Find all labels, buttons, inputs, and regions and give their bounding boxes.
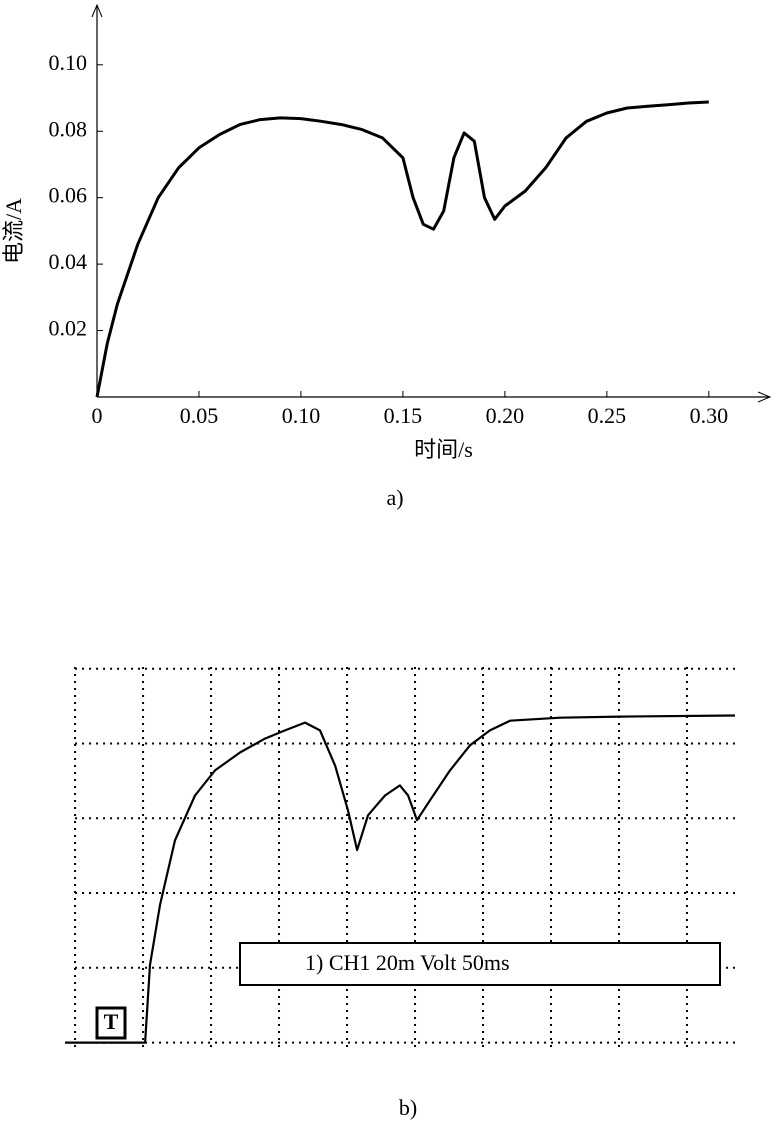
y-tick-label: 0.06 [49, 183, 88, 208]
x-tick-label: 0.15 [384, 403, 423, 428]
data-line [95, 100, 709, 398]
trigger-label: T [104, 1009, 119, 1034]
annotation: 1) CH1 20m Volt 50ms [305, 950, 510, 975]
x-axis-label: 时间/s [414, 437, 473, 462]
trigger-box [95, 1006, 127, 1040]
x-tick-label: 0.05 [180, 403, 219, 428]
annotation-box [239, 942, 721, 986]
x-arrow [757, 391, 772, 403]
y-axis-label: 电流/A [1, 198, 26, 264]
y-tick-label: 0.10 [49, 50, 88, 75]
x-tick-label: 0.25 [588, 403, 627, 428]
caption: a) [386, 485, 403, 510]
x-tick-label: 0 [92, 403, 103, 428]
data-line [65, 714, 736, 1044]
y-tick-label: 0.02 [49, 316, 88, 341]
y-arrow [91, 3, 103, 18]
y-tick-label: 0.04 [49, 249, 88, 274]
caption: b) [399, 1095, 417, 1120]
y-tick-label: 0.08 [49, 116, 88, 141]
x-tick-label: 0.20 [486, 403, 525, 428]
x-tick-label: 0.10 [282, 403, 321, 428]
x-tick-label: 0.30 [690, 403, 729, 428]
